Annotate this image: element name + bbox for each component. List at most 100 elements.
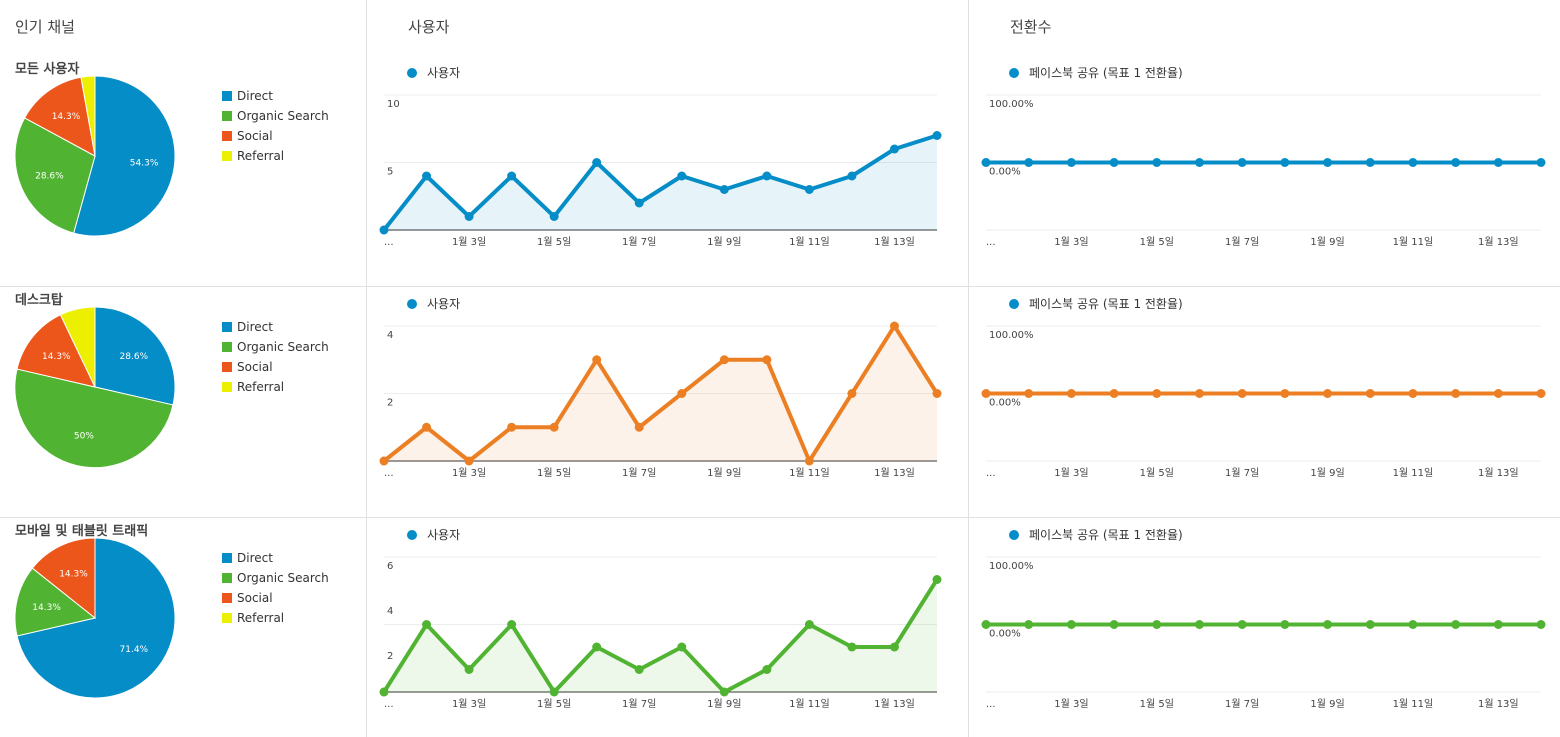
data-point[interactable] bbox=[1280, 620, 1290, 629]
data-point[interactable] bbox=[889, 144, 899, 154]
pie-slice-organic-search[interactable] bbox=[14, 117, 96, 234]
data-point[interactable] bbox=[1493, 158, 1503, 167]
data-point[interactable] bbox=[762, 665, 772, 674]
pie-slice-direct[interactable] bbox=[16, 537, 176, 699]
legend-item-social[interactable]: Social bbox=[222, 588, 329, 608]
data-point[interactable] bbox=[932, 575, 942, 584]
pie-slice-organic-search[interactable] bbox=[14, 567, 97, 637]
data-point[interactable] bbox=[1024, 620, 1034, 629]
pie-slice-social[interactable] bbox=[31, 537, 96, 620]
data-point[interactable] bbox=[464, 212, 474, 221]
data-point[interactable] bbox=[1365, 389, 1375, 398]
legend-item-social[interactable]: Social bbox=[222, 357, 329, 377]
data-point[interactable] bbox=[847, 389, 857, 398]
data-point[interactable] bbox=[634, 198, 644, 208]
users-line-chart[interactable]: 4 2... 1월 3일 1월 5일 1월 7일 1월 9일 1월 11일 1월 13일 bbox=[367, 0, 967, 737]
data-point[interactable] bbox=[1237, 389, 1247, 398]
channel-pie-chart[interactable]: 54.3% 28.6% 14.3% bbox=[14, 75, 176, 237]
data-point[interactable] bbox=[507, 422, 517, 432]
legend-item-referral[interactable]: Referral bbox=[222, 377, 329, 397]
data-point[interactable] bbox=[1323, 389, 1333, 398]
data-point[interactable] bbox=[1024, 389, 1034, 398]
users-line-chart[interactable]: 6 4 2... 1월 3일 1월 5일 1월 7일 1월 9일 1월 11일 1월 13일 bbox=[367, 0, 967, 737]
data-point[interactable] bbox=[1152, 158, 1162, 167]
conversions-legend[interactable]: 페이스북 공유 (목표 1 전환율) bbox=[1009, 295, 1183, 312]
data-point[interactable] bbox=[889, 321, 899, 331]
data-point[interactable] bbox=[592, 355, 602, 365]
data-point[interactable] bbox=[422, 171, 432, 181]
users-line-chart[interactable]: 10 5... 1월 3일 1월 5일 1월 7일 1월 9일 1월 11일 1월 13일 bbox=[367, 0, 967, 737]
data-point[interactable] bbox=[932, 389, 942, 398]
users-legend[interactable]: 사용자 bbox=[407, 64, 460, 81]
conversions-line-chart[interactable]: 100.00% 0.00%... 1월 3일 1월 5일 1월 7일 1월 9일 1월 11… bbox=[969, 0, 1560, 737]
data-point[interactable] bbox=[507, 620, 517, 629]
data-point[interactable] bbox=[1493, 620, 1503, 629]
conversions-line-chart[interactable]: 100.00% 0.00%... 1월 3일 1월 5일 1월 7일 1월 9일 1월 11… bbox=[969, 0, 1560, 737]
data-point[interactable] bbox=[1194, 389, 1204, 398]
data-point[interactable] bbox=[847, 642, 857, 652]
data-point[interactable] bbox=[804, 620, 814, 629]
data-point[interactable] bbox=[1194, 158, 1204, 167]
legend-item-referral[interactable]: Referral bbox=[222, 608, 329, 628]
data-point[interactable] bbox=[379, 456, 389, 466]
legend-item-referral[interactable]: Referral bbox=[222, 146, 329, 166]
data-point[interactable] bbox=[1152, 620, 1162, 629]
legend-item-direct[interactable]: Direct bbox=[222, 317, 329, 337]
data-point[interactable] bbox=[1536, 158, 1546, 167]
channel-pie-chart[interactable]: 28.6% 50% 14.3% bbox=[14, 306, 176, 468]
data-point[interactable] bbox=[889, 642, 899, 652]
data-point[interactable] bbox=[1237, 158, 1247, 167]
data-point[interactable] bbox=[762, 171, 772, 181]
data-point[interactable] bbox=[1237, 620, 1247, 629]
data-point[interactable] bbox=[379, 225, 389, 235]
legend-item-direct[interactable]: Direct bbox=[222, 86, 329, 106]
pie-slice-social[interactable] bbox=[23, 76, 96, 157]
data-point[interactable] bbox=[1365, 158, 1375, 167]
data-point[interactable] bbox=[1451, 158, 1461, 167]
data-point[interactable] bbox=[1194, 620, 1204, 629]
conversions-line-chart[interactable]: 100.00% 0.00%... 1월 3일 1월 5일 1월 7일 1월 9일 1월 11… bbox=[969, 0, 1560, 737]
data-point[interactable] bbox=[677, 642, 687, 652]
data-point[interactable] bbox=[804, 185, 814, 194]
data-point[interactable] bbox=[1493, 389, 1503, 398]
conversions-legend[interactable]: 페이스북 공유 (목표 1 전환율) bbox=[1009, 526, 1183, 543]
data-point[interactable] bbox=[932, 131, 942, 140]
conversions-legend[interactable]: 페이스북 공유 (목표 1 전환율) bbox=[1009, 64, 1183, 81]
legend-item-organic-search[interactable]: Organic Search bbox=[222, 106, 329, 126]
data-point[interactable] bbox=[1536, 389, 1546, 398]
pie-slice-direct[interactable] bbox=[73, 75, 176, 237]
data-point[interactable] bbox=[549, 422, 559, 432]
data-point[interactable] bbox=[981, 389, 991, 398]
data-point[interactable] bbox=[1408, 620, 1418, 629]
data-point[interactable] bbox=[1451, 389, 1461, 398]
data-point[interactable] bbox=[634, 665, 644, 674]
data-point[interactable] bbox=[719, 355, 729, 365]
pie-slice-social[interactable] bbox=[16, 314, 96, 388]
data-point[interactable] bbox=[592, 642, 602, 652]
data-point[interactable] bbox=[804, 456, 814, 466]
channel-pie-chart[interactable]: 71.4% 14.3% 14.3% bbox=[14, 537, 176, 699]
data-point[interactable] bbox=[464, 456, 474, 466]
legend-item-organic-search[interactable]: Organic Search bbox=[222, 568, 329, 588]
data-point[interactable] bbox=[847, 171, 857, 181]
data-point[interactable] bbox=[1066, 158, 1076, 167]
data-point[interactable] bbox=[592, 158, 602, 167]
pie-slice-direct[interactable] bbox=[94, 306, 176, 406]
data-point[interactable] bbox=[422, 422, 432, 432]
data-point[interactable] bbox=[1066, 389, 1076, 398]
data-point[interactable] bbox=[719, 185, 729, 194]
data-point[interactable] bbox=[1152, 389, 1162, 398]
data-point[interactable] bbox=[634, 422, 644, 432]
legend-item-organic-search[interactable]: Organic Search bbox=[222, 337, 329, 357]
data-point[interactable] bbox=[1024, 158, 1034, 167]
legend-item-social[interactable]: Social bbox=[222, 126, 329, 146]
data-point[interactable] bbox=[1066, 620, 1076, 629]
data-point[interactable] bbox=[1536, 620, 1546, 629]
data-point[interactable] bbox=[1109, 620, 1119, 629]
data-point[interactable] bbox=[1280, 158, 1290, 167]
data-point[interactable] bbox=[464, 665, 474, 674]
data-point[interactable] bbox=[549, 687, 559, 697]
data-point[interactable] bbox=[719, 687, 729, 697]
data-point[interactable] bbox=[1109, 158, 1119, 167]
data-point[interactable] bbox=[507, 171, 517, 181]
